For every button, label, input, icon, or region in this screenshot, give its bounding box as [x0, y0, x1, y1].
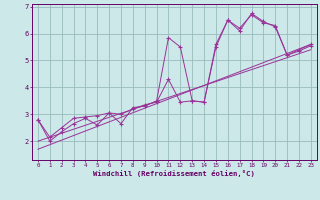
X-axis label: Windchill (Refroidissement éolien,°C): Windchill (Refroidissement éolien,°C)	[93, 170, 255, 177]
